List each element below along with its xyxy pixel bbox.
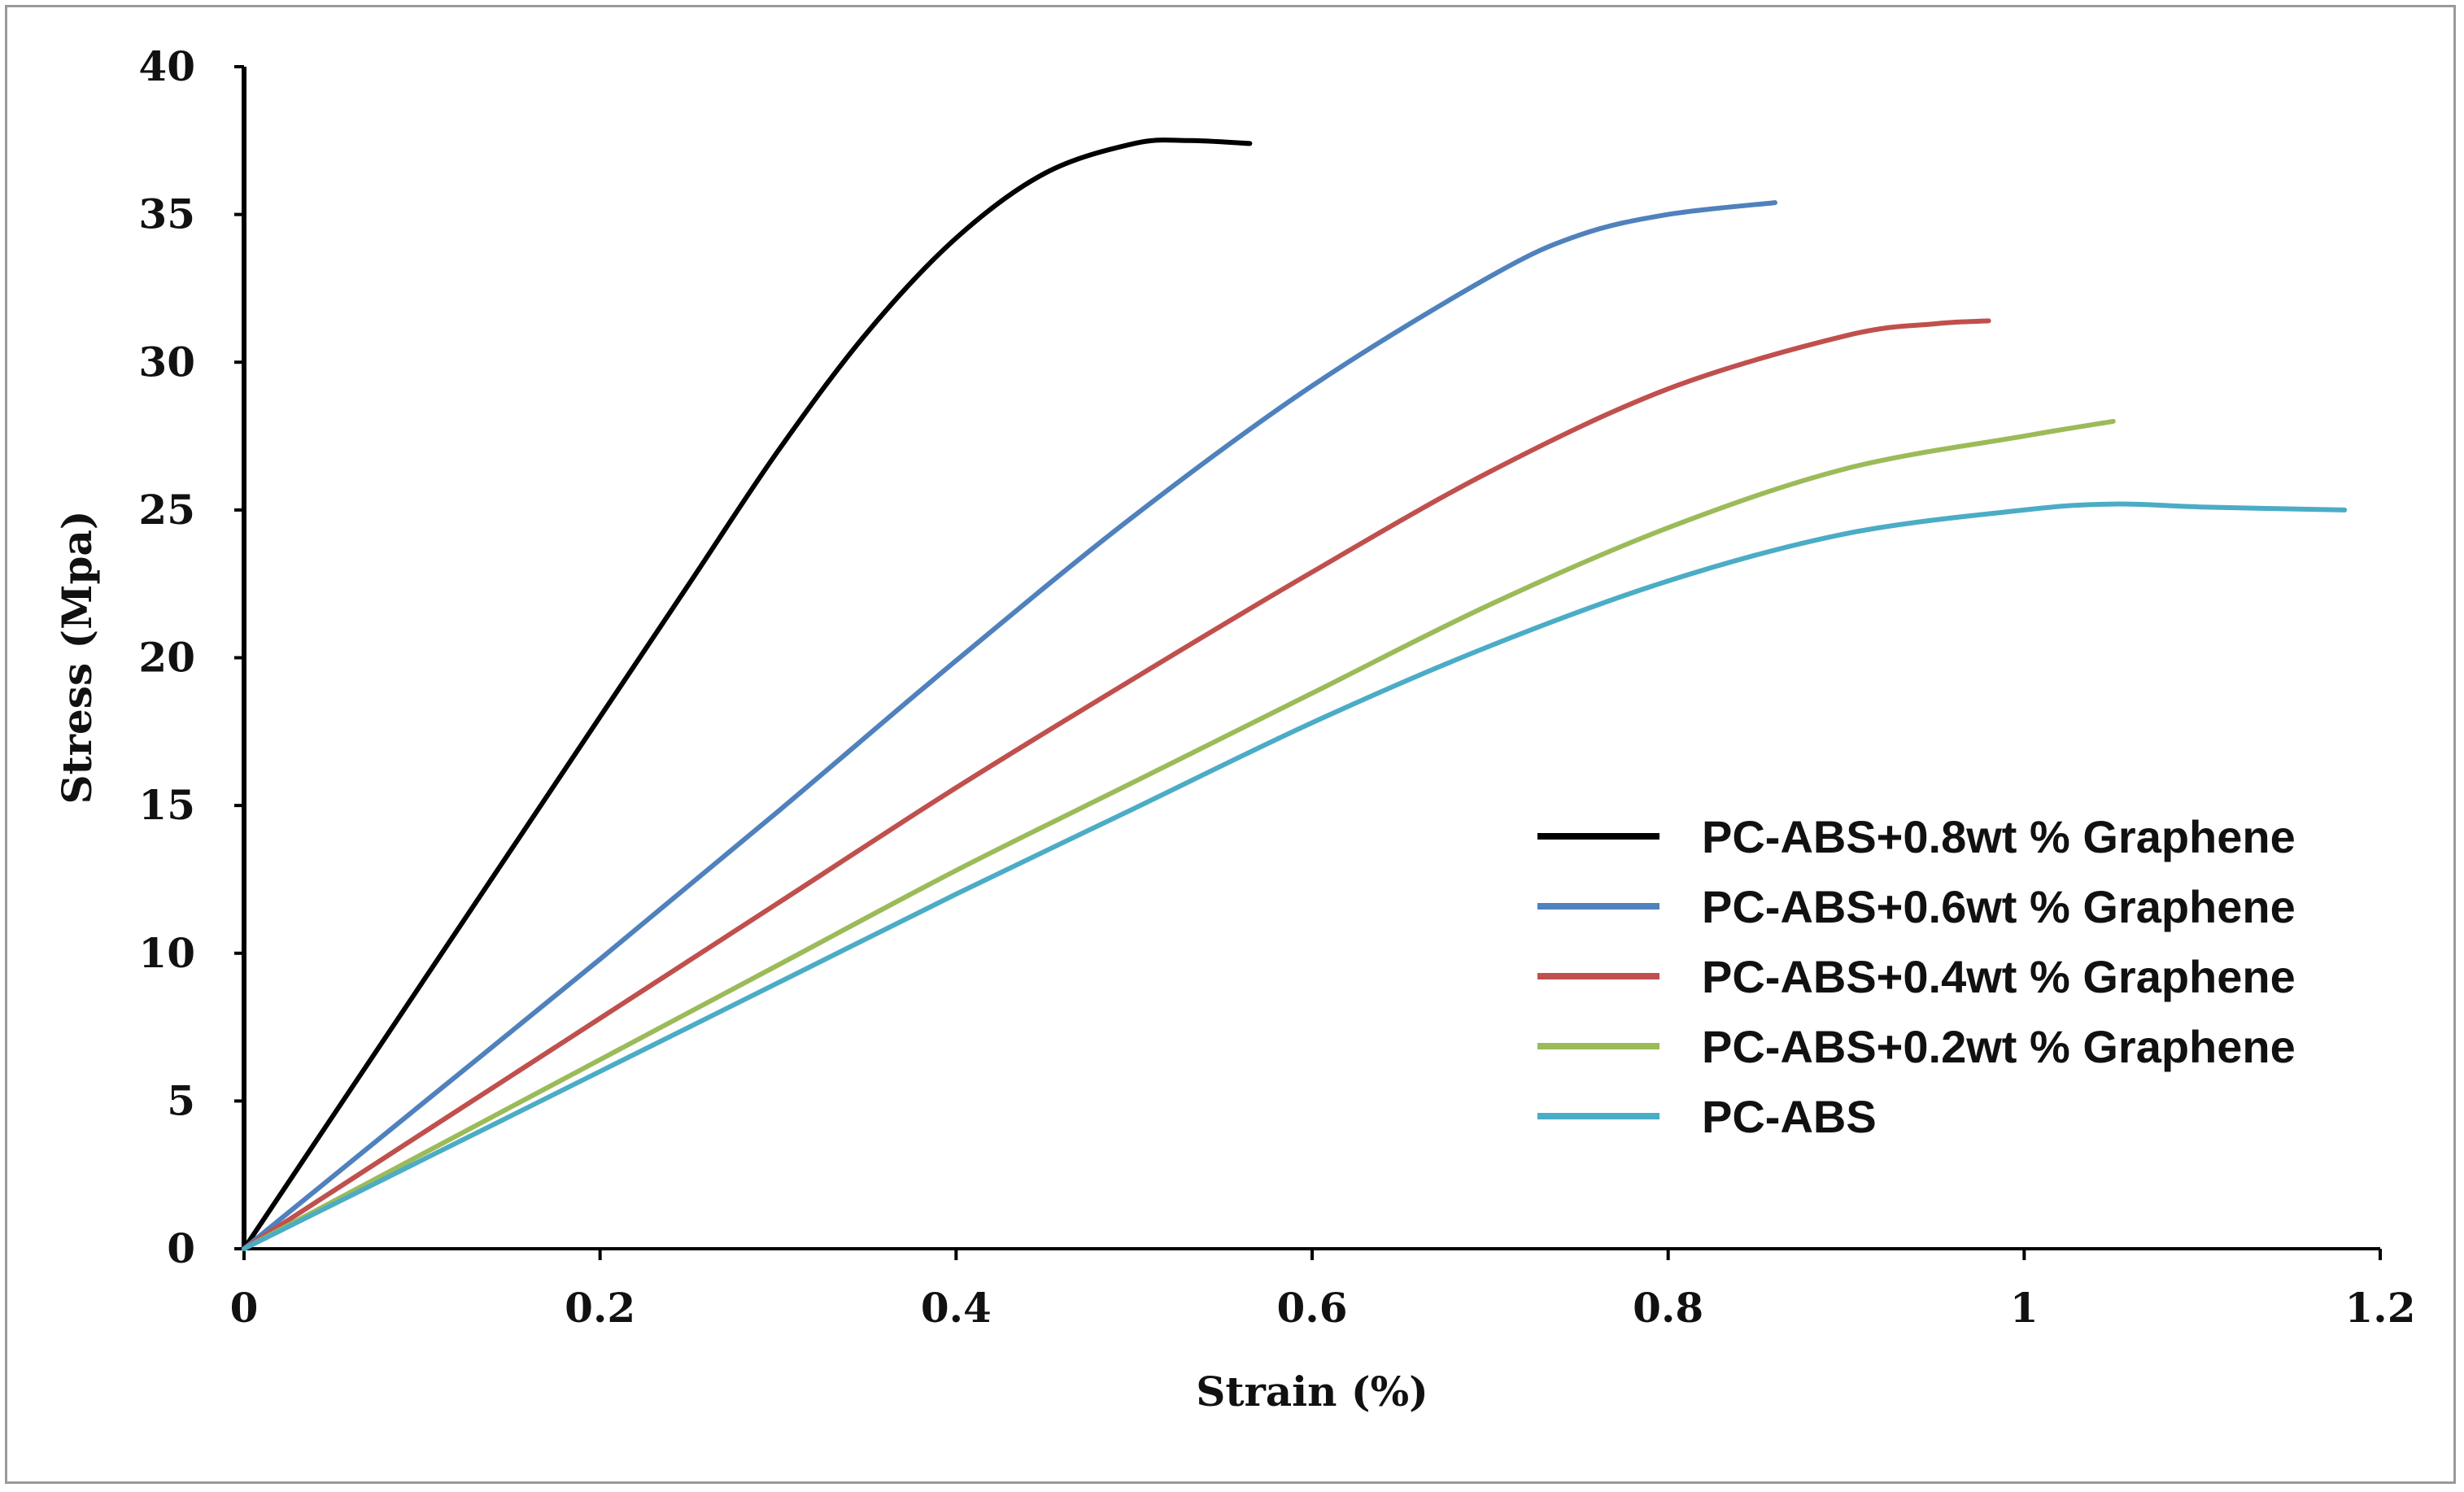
- series-line-pc-abs: [242, 501, 2348, 1251]
- legend-label: PC-ABS+0.2wt % Graphene: [1702, 1021, 2296, 1072]
- y-tick-label: 35: [138, 190, 195, 238]
- y-tick-label: 25: [138, 486, 195, 534]
- series-lines: [242, 137, 2348, 1251]
- series-line-pc-abs-0-2wt-graphene: [242, 418, 2116, 1251]
- legend-item: PC-ABS+0.2wt % Graphene: [1537, 1021, 2296, 1072]
- legend-item: PC-ABS+0.4wt % Graphene: [1537, 951, 2296, 1002]
- legend-label: PC-ABS+0.4wt % Graphene: [1702, 951, 2296, 1002]
- y-tick-label: 30: [138, 338, 195, 386]
- legend: PC-ABS+0.8wt % Graphene PC-ABS+0.6wt % Gr…: [1537, 811, 2296, 1142]
- chart-frame: [5, 5, 2456, 1484]
- x-tick-label: 0: [230, 1284, 259, 1332]
- legend-label: PC-ABS+0.8wt % Graphene: [1702, 811, 2296, 862]
- y-tick-label: 15: [138, 781, 195, 829]
- y-tick-label: 40: [138, 42, 195, 90]
- y-tick-label: 5: [167, 1076, 195, 1124]
- y-tick-label: 0: [167, 1224, 195, 1272]
- series-line-pc-abs-0-6wt-graphene: [242, 200, 1777, 1251]
- x-tick-label: 1: [2010, 1284, 2039, 1332]
- x-tick-label: 0.8: [1633, 1284, 1703, 1332]
- legend-label: PC-ABS: [1702, 1091, 1877, 1142]
- y-tick-group: 0 5 10 15 20 25 30 35 40: [138, 42, 244, 1272]
- legend-label: PC-ABS+0.6wt % Graphene: [1702, 881, 2296, 932]
- x-tick-label: 0.2: [565, 1284, 635, 1332]
- series-line-pc-abs-0-4wt-graphene: [242, 318, 1991, 1251]
- y-tick-label: 20: [138, 634, 195, 682]
- x-tick-label: 0.6: [1277, 1284, 1348, 1332]
- x-tick-group: 0 0.2 0.4 0.6 0.8 1 1.2: [230, 1249, 2416, 1332]
- legend-item: PC-ABS: [1537, 1091, 1877, 1142]
- series-line-pc-abs-0-8wt-graphene: [242, 137, 1253, 1251]
- legend-item: PC-ABS+0.8wt % Graphene: [1537, 811, 2296, 862]
- x-axis-title: Strain (%): [1196, 1368, 1428, 1416]
- y-axis-title: Stress (Mpa): [53, 510, 101, 804]
- x-tick-label: 0.4: [921, 1284, 992, 1332]
- y-tick-label: 10: [138, 929, 195, 977]
- x-tick-label: 1.2: [2345, 1284, 2416, 1332]
- legend-item: PC-ABS+0.6wt % Graphene: [1537, 881, 2296, 932]
